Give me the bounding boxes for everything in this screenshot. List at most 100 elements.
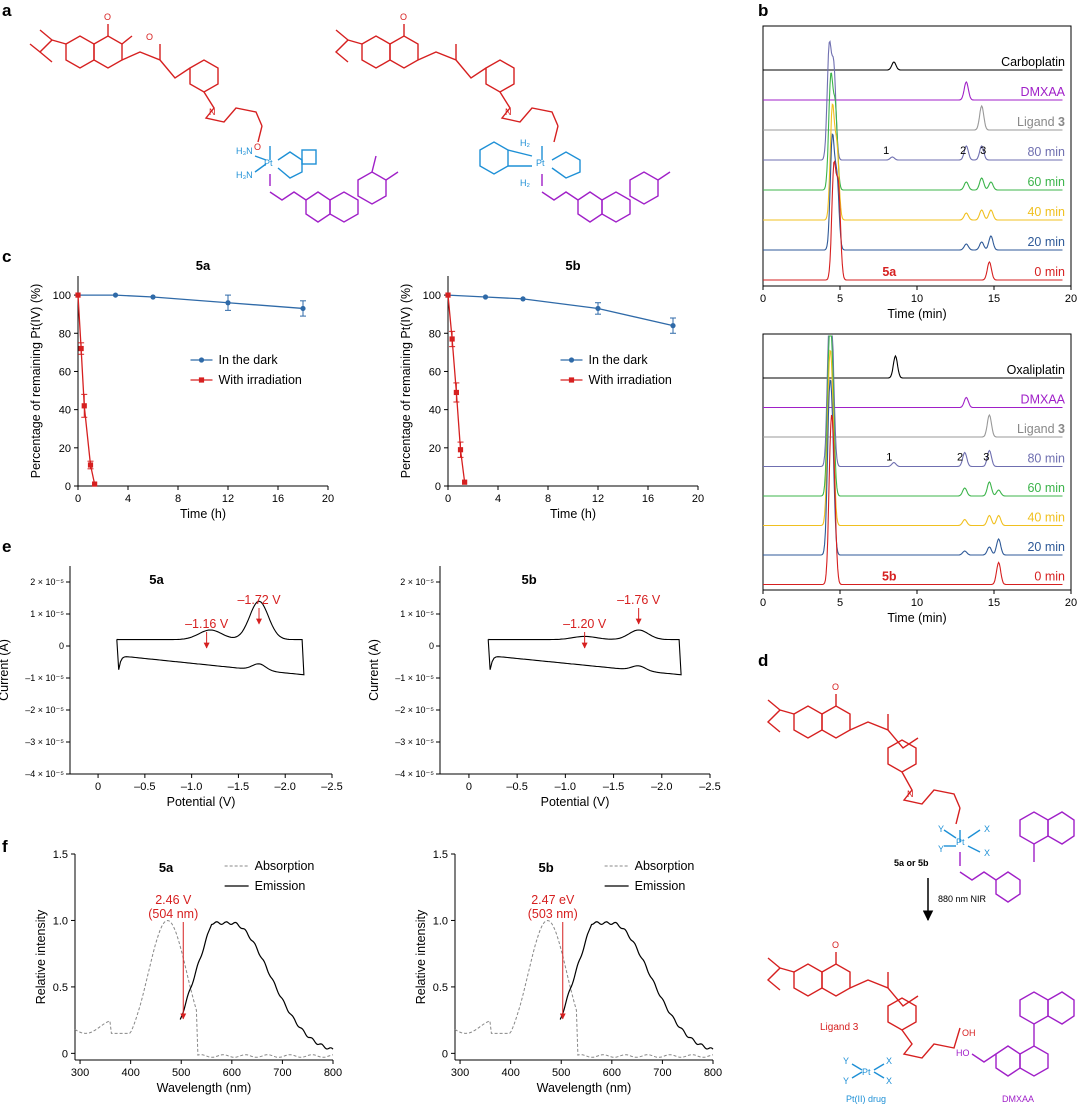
d-y-bottom: Y: [938, 844, 944, 854]
panel-letter-f: f: [2, 837, 8, 856]
x-tick-label: 0: [95, 781, 101, 793]
x-tick-label: 0: [760, 293, 766, 305]
series-line: [77, 295, 96, 485]
y-tick-label: –4 × 10⁻⁵: [25, 769, 64, 779]
data-point: [78, 345, 84, 352]
trace-label: 20 min: [1027, 235, 1065, 249]
trace-label: 60 min: [1027, 175, 1065, 189]
chart-title: 5a: [149, 572, 164, 587]
legend-label: Absorption: [635, 859, 695, 873]
hplc-trace: [763, 354, 1063, 379]
series-line: [78, 294, 304, 310]
y-axis-label: Relative intensity: [414, 909, 428, 1004]
d-nir-label: 880 nm NIR: [938, 894, 987, 904]
x-tick-label: 12: [222, 493, 234, 505]
trace-label: Oxaliplatin: [1007, 363, 1065, 377]
x-tick-label: 20: [692, 493, 704, 505]
scheme-d: O N Pt Y Y X X 5a or 5b 880 nm NIR: [766, 682, 1075, 1104]
hplc-trace: [763, 413, 1063, 438]
data-point: [595, 305, 601, 312]
x-axis-label: Wavelength (nm): [537, 1081, 632, 1095]
annotation-line1: 2.47 eV: [531, 893, 575, 907]
d2-y-bottom: Y: [843, 1076, 849, 1086]
x-tick-label: 20: [322, 493, 334, 505]
lactone-o: O: [104, 12, 111, 22]
trace-label: 0 min: [1034, 570, 1065, 584]
y-tick-label: 0: [59, 641, 64, 651]
data-point: [75, 292, 81, 298]
peak-annotation: –1.20 V: [563, 617, 607, 631]
chart-e-5b: 5b 0 –0.5 –1.0 –1.5 –2.0 –2.5 –4 × 10⁻⁵ –3 × 10⁻…: [367, 566, 721, 809]
y-tick-label: 60: [429, 366, 441, 378]
chart-title: 5a: [196, 258, 211, 273]
trace-label: 0 min: [1034, 265, 1065, 279]
x-tick-label: –1.5: [603, 781, 624, 793]
x-tick-label: 15: [988, 597, 1000, 609]
chart-title: 5b: [522, 572, 537, 587]
trace-label: 40 min: [1027, 205, 1065, 219]
peak-number: 2: [957, 452, 963, 464]
emission-curve: [179, 921, 334, 1050]
d-amine-n: N: [907, 789, 914, 799]
peak-number: 3: [983, 452, 989, 464]
y-tick-label: 0.5: [53, 982, 68, 994]
data-point: [457, 447, 464, 453]
y-tick-label: 100: [423, 290, 441, 302]
x-tick-label: –2.0: [275, 781, 296, 793]
y-tick-label: 0: [62, 1048, 68, 1060]
legend-label: Emission: [635, 879, 686, 893]
absorption-curve: [454, 919, 714, 1058]
y-tick-label: 1 × 10⁻⁵: [400, 609, 434, 619]
x-tick-label: –1.0: [181, 781, 202, 793]
data-point: [150, 294, 156, 300]
data-point: [462, 479, 468, 485]
peak-annotation: –1.76 V: [617, 593, 661, 607]
y-tick-label: 0.5: [433, 982, 448, 994]
x-tick-label: 0: [760, 597, 766, 609]
trace-label: Ligand 3: [1017, 115, 1065, 129]
x-tick-label: 600: [603, 1067, 621, 1079]
panel-letter-e: e: [2, 537, 11, 556]
compound-label-5b: 5b: [486, 242, 497, 252]
x-axis-label: Potential (V): [167, 795, 236, 809]
pt-atom: Pt: [264, 158, 273, 168]
y-tick-label: 0: [429, 641, 434, 651]
y-tick-label: 80: [429, 328, 441, 340]
y-tick-label: 60: [59, 366, 71, 378]
annotation-line2: (504 nm): [148, 907, 198, 921]
hplc-trace: [763, 379, 1063, 556]
d-x-bottom: X: [984, 848, 990, 858]
y-axis-label: Current (A): [367, 639, 381, 701]
dmxaa-label: DMXAA: [1002, 1094, 1034, 1104]
trace-label: 20 min: [1027, 540, 1065, 554]
y-tick-label: 1 × 10⁻⁵: [30, 609, 64, 619]
y-axis-label: Relative intensity: [34, 909, 48, 1004]
ligand3-label: Ligand 3: [820, 1022, 859, 1033]
x-tick-label: 8: [545, 493, 551, 505]
trace-label: 40 min: [1027, 511, 1065, 525]
trace-label: Ligand 3: [1017, 422, 1065, 436]
x-axis-label: Time (min): [887, 611, 946, 625]
amine-n-5b: N: [505, 107, 512, 117]
data-point: [482, 294, 489, 300]
data-point: [112, 292, 119, 298]
peak-number: 3: [980, 145, 986, 157]
x-tick-label: –1.0: [555, 781, 576, 793]
panel-letter-c: c: [2, 247, 11, 266]
d-caption: 5a or 5b: [894, 858, 929, 868]
amine-n: N: [209, 107, 216, 117]
hplc-trace: [763, 414, 1063, 586]
x-tick-label: 16: [272, 493, 284, 505]
x-tick-label: 300: [451, 1067, 469, 1079]
x-tick-label: 400: [121, 1067, 139, 1079]
emission-curve: [559, 921, 714, 1050]
y-tick-label: 0: [65, 481, 71, 493]
structure-5b: O N Pt H₂ H₂ 5b: [334, 12, 671, 252]
y-tick-label: 20: [59, 443, 71, 455]
d-y-top: Y: [938, 824, 944, 834]
x-tick-label: 8: [175, 493, 181, 505]
legend-label: With irradiation: [219, 373, 302, 387]
panel-letter-b: b: [758, 1, 768, 20]
legend-marker: [568, 377, 575, 383]
x-tick-label: 4: [125, 493, 131, 505]
